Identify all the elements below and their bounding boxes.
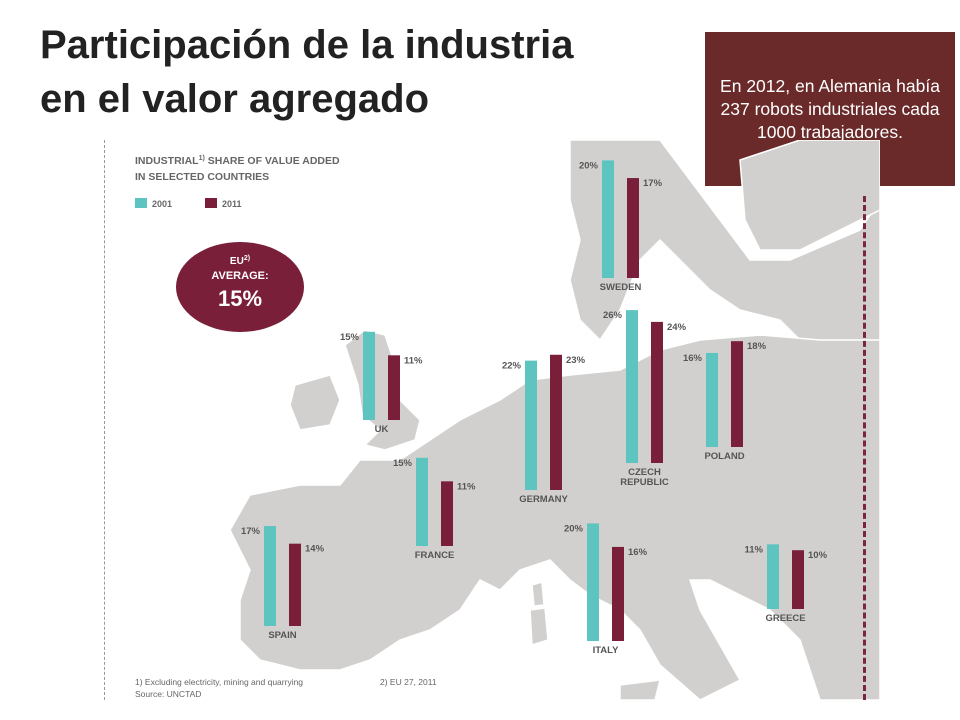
country-label-sweden: SWEDEN [600,282,642,293]
europe-map-chart: INDUSTRIAL1) SHARE OF VALUE ADDED IN SELE… [135,140,880,700]
label-2001-sweden: 20% [579,160,599,171]
bar-2011-spain [289,543,301,626]
eu-average-line2: AVERAGE: [211,270,268,282]
bar-2001-uk [363,331,375,420]
label-2001-germany: 22% [502,361,522,372]
label-2001-greece: 11% [745,544,764,555]
country-label-czech-republic-line2: REPUBLIC [620,477,669,488]
bar-2001-spain [264,526,276,626]
label-2011-sweden: 17% [643,178,663,189]
label-2011-greece: 10% [808,550,828,561]
eu-average-badge [176,242,304,332]
right-dashed-divider [863,196,866,700]
country-label-france: FRANCE [415,550,455,561]
eu-average-line1: EU2) [230,255,250,267]
legend-label-2001: 2001 [152,199,172,209]
label-2001-czech-republic: 26% [603,310,623,321]
bar-2011-greece [792,550,804,609]
label-2001-poland: 16% [683,353,703,364]
bar-2011-czech-republic [651,321,663,463]
label-2011-france: 11% [457,481,476,492]
legend-swatch-2001 [135,198,147,208]
country-label-germany: GERMANY [519,494,568,505]
left-dashed-divider [104,140,105,700]
bar-2001-italy [587,523,599,641]
country-label-greece: GREECE [765,613,805,624]
corsica-landmass [531,581,545,607]
bar-2011-italy [612,546,624,641]
slide-title-line2: en el valor agregado [40,77,430,121]
chart-source: Source: UNCTAD [135,689,201,699]
footnote-2: 2) EU 27, 2011 [380,677,437,687]
label-2001-spain: 17% [241,526,261,537]
bar-2001-greece [767,544,779,609]
eu-average-value: 15% [218,286,262,311]
label-2001-italy: 20% [564,523,584,534]
scandinavia-landmass [569,140,880,351]
legend-label-2011: 2011 [222,199,242,209]
country-label-italy: ITALY [593,645,620,656]
bar-2011-germany [550,354,562,490]
bar-2011-poland [731,341,743,447]
sicily-landmass [619,679,661,700]
label-2011-germany: 23% [566,355,586,366]
label-2001-uk: 15% [340,332,360,343]
bar-2011-sweden [627,178,639,278]
chart-title-line2: IN SELECTED COUNTRIES [135,171,269,183]
sardinia-landmass [529,607,549,647]
slide-title-line1: Participación de la industria [40,23,574,67]
chart-title: INDUSTRIAL1) SHARE OF VALUE ADDED [135,155,340,167]
bar-2001-poland [706,352,718,447]
bar-2011-france [441,481,453,546]
country-label-poland: POLAND [704,451,744,462]
finland-landmass [739,140,880,251]
label-2001-france: 15% [393,458,413,469]
slide-title: Participación de la industria en el valo… [40,18,680,126]
country-label-spain: SPAIN [268,630,296,641]
chart-layer: INDUSTRIAL1) SHARE OF VALUE ADDED IN SELE… [135,155,828,699]
label-2011-italy: 16% [628,547,648,558]
country-label-uk: UK [375,424,389,435]
bar-2001-france [416,457,428,546]
bar-2001-germany [525,360,537,490]
bar-2001-sweden [602,160,614,278]
label-2011-uk: 11% [404,355,423,366]
bar-2001-czech-republic [626,310,638,463]
label-2011-poland: 18% [747,341,767,352]
label-2011-czech-republic: 24% [667,322,687,333]
legend-swatch-2011 [205,198,217,208]
bar-2011-uk [388,355,400,420]
footnote-1: 1) Excluding electricity, mining and qua… [135,677,303,687]
info-text: En 2012, en Alemania había 237 robots in… [720,75,940,142]
label-2011-spain: 14% [305,544,325,555]
ireland-landmass [289,374,341,431]
country-label-czech-republic-line1: CZECH [628,467,661,478]
